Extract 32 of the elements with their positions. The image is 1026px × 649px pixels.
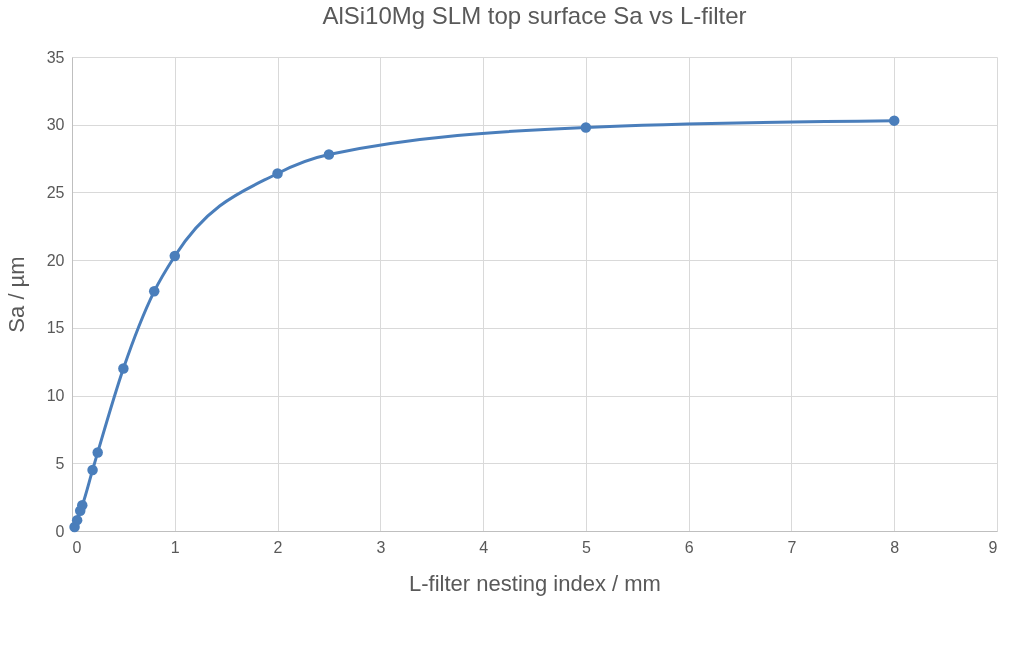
y-tick-label: 0 xyxy=(55,522,65,540)
point xyxy=(118,363,129,374)
x-tick-label: 2 xyxy=(273,538,283,556)
chart-title: AlSi10Mg SLM top surface Sa vs L-filter xyxy=(322,2,747,29)
point xyxy=(888,115,900,126)
point xyxy=(77,500,88,511)
point xyxy=(323,149,335,160)
point xyxy=(87,464,98,476)
y-tick-label: 15 xyxy=(46,319,65,337)
point xyxy=(272,168,283,179)
y-tick-label: 25 xyxy=(46,183,65,201)
x-tick-label: 0 xyxy=(72,538,82,556)
x-tick-label: 7 xyxy=(787,538,797,556)
x-tick-label: 9 xyxy=(988,538,998,556)
x-tick-label: 1 xyxy=(170,538,180,556)
point xyxy=(169,250,181,262)
y-tick-label: 5 xyxy=(55,454,65,472)
y-tick-label: 20 xyxy=(46,251,65,269)
point xyxy=(148,286,160,297)
x-axis-title: L-filter nesting index / mm xyxy=(409,570,661,596)
y-tick-label: 35 xyxy=(46,48,65,66)
x-tick-label: 3 xyxy=(376,538,386,556)
point xyxy=(92,447,103,458)
point xyxy=(71,514,83,526)
x-tick-label: 5 xyxy=(581,538,591,556)
x-tick-label: 8 xyxy=(890,538,900,556)
point xyxy=(580,122,592,133)
y-axis-title: Sa / µm xyxy=(3,256,29,333)
x-tick-label: 6 xyxy=(684,538,694,556)
y-tick-label: 10 xyxy=(46,387,65,405)
x-tick-label: 4 xyxy=(479,538,489,556)
y-tick-label: 30 xyxy=(46,116,65,134)
